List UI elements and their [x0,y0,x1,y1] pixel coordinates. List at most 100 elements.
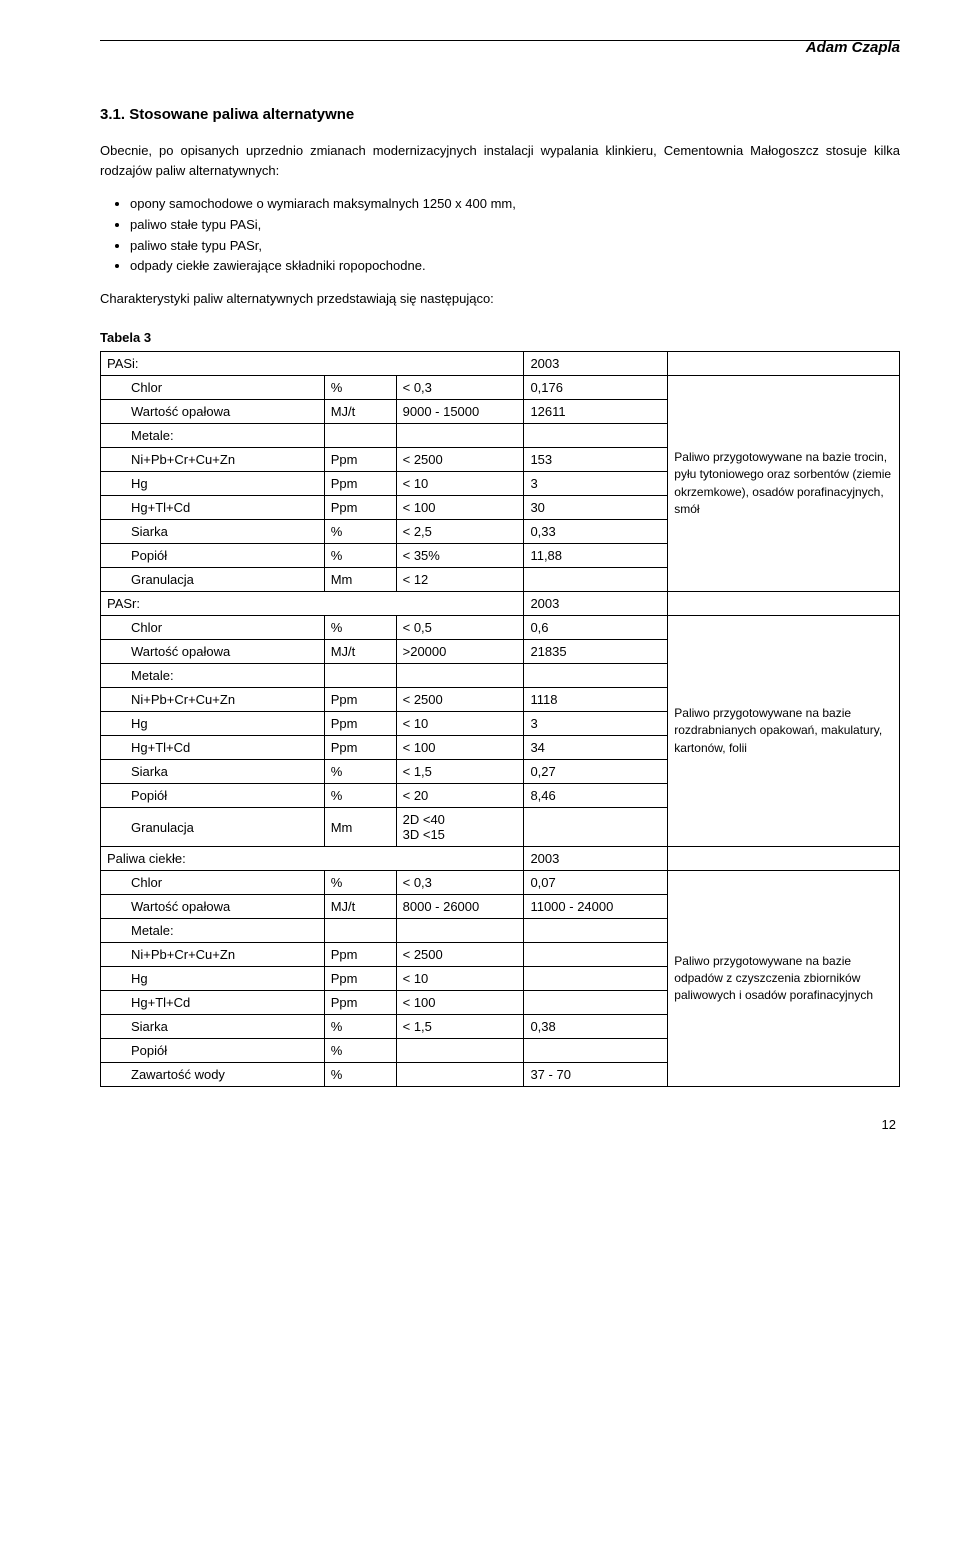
value-cell [524,919,668,943]
section-year-cell: 2003 [524,592,668,616]
unit-cell: Ppm [324,943,396,967]
page-number: 12 [100,1117,900,1132]
unit-cell: Ppm [324,967,396,991]
value-cell: 0,27 [524,760,668,784]
unit-cell: % [324,520,396,544]
unit-cell: % [324,376,396,400]
description-cell: Paliwo przygotowywane na bazie trocin, p… [668,376,900,592]
table-section-header: PASr:2003 [101,592,900,616]
limit-cell [396,424,524,448]
list-item: paliwo stałe typu PASi, [130,215,900,236]
param-name-cell: Wartość opałowa [101,400,325,424]
param-name-cell: Hg+Tl+Cd [101,991,325,1015]
param-name-cell: Chlor [101,871,325,895]
unit-cell [324,919,396,943]
param-name-cell: Metale: [101,424,325,448]
value-cell: 11,88 [524,544,668,568]
limit-cell: < 20 [396,784,524,808]
unit-cell: Ppm [324,688,396,712]
value-cell: 34 [524,736,668,760]
section-heading: 3.1. Stosowane paliwa alternatywne [100,106,900,123]
unit-cell: Ppm [324,736,396,760]
limit-cell: < 100 [396,736,524,760]
section-year-cell: 2003 [524,847,668,871]
limit-cell [396,664,524,688]
table-section-header: PASi:2003 [101,352,900,376]
param-name-cell: Ni+Pb+Cr+Cu+Zn [101,688,325,712]
value-cell: 153 [524,448,668,472]
param-name-cell: Chlor [101,376,325,400]
param-name-cell: Hg [101,967,325,991]
table-section-header: Paliwa ciekłe:2003 [101,847,900,871]
value-cell: 21835 [524,640,668,664]
unit-cell: Mm [324,808,396,847]
limit-cell: < 2500 [396,688,524,712]
limit-cell: < 10 [396,967,524,991]
section-name-cell: PASr: [101,592,524,616]
value-cell [524,943,668,967]
author-name: Adam Czapla [100,39,900,56]
param-name-cell: Hg [101,472,325,496]
limit-cell: 8000 - 26000 [396,895,524,919]
param-name-cell: Popiół [101,544,325,568]
table-row: Chlor%< 0,30,176Paliwo przygotowywane na… [101,376,900,400]
limit-cell: < 35% [396,544,524,568]
unit-cell: Ppm [324,712,396,736]
value-cell: 0,07 [524,871,668,895]
unit-cell: % [324,616,396,640]
limit-cell: 2D <40 3D <15 [396,808,524,847]
section-number: 3.1. [100,106,125,123]
list-item: odpady ciekłe zawierające składniki ropo… [130,256,900,277]
limit-cell [396,1063,524,1087]
param-name-cell: Chlor [101,616,325,640]
unit-cell [324,424,396,448]
value-cell: 1118 [524,688,668,712]
list-item: paliwo stałe typu PASr, [130,236,900,257]
value-cell: 8,46 [524,784,668,808]
limit-cell: < 1,5 [396,760,524,784]
value-cell [524,991,668,1015]
description-cell: Paliwo przygotowywane na bazie odpadów z… [668,871,900,1087]
param-name-cell: Metale: [101,664,325,688]
limit-cell [396,1039,524,1063]
unit-cell: % [324,760,396,784]
limit-cell: < 0,3 [396,376,524,400]
param-name-cell: Zawartość wody [101,1063,325,1087]
param-name-cell: Hg+Tl+Cd [101,736,325,760]
param-name-cell: Wartość opałowa [101,640,325,664]
intro-paragraph: Obecnie, po opisanych uprzednio zmianach… [100,141,900,180]
unit-cell: Ppm [324,991,396,1015]
value-cell: 30 [524,496,668,520]
unit-cell: MJ/t [324,640,396,664]
unit-cell: % [324,871,396,895]
value-cell: 0,33 [524,520,668,544]
value-cell [524,808,668,847]
table-row: Chlor%< 0,30,07Paliwo przygotowywane na … [101,871,900,895]
bullet-list: opony samochodowe o wymiarach maksymalny… [120,194,900,277]
table-label: Tabela 3 [100,330,900,345]
document-page: Adam Czapla 3.1. Stosowane paliwa altern… [0,0,960,1162]
value-cell [524,1039,668,1063]
value-cell [524,424,668,448]
empty-cell [668,592,900,616]
unit-cell: Mm [324,568,396,592]
param-name-cell: Granulacja [101,568,325,592]
value-cell [524,664,668,688]
value-cell: 0,6 [524,616,668,640]
unit-cell: Ppm [324,496,396,520]
param-name-cell: Popiół [101,784,325,808]
param-name-cell: Granulacja [101,808,325,847]
limit-cell: < 2500 [396,943,524,967]
empty-cell [668,847,900,871]
unit-cell: MJ/t [324,400,396,424]
param-name-cell: Hg [101,712,325,736]
fuel-characteristics-table: PASi:2003Chlor%< 0,30,176Paliwo przygoto… [100,351,900,1087]
description-cell: Paliwo przygotowywane na bazie rozdrabni… [668,616,900,847]
limit-cell [396,919,524,943]
param-name-cell: Hg+Tl+Cd [101,496,325,520]
unit-cell: MJ/t [324,895,396,919]
section-name-cell: PASi: [101,352,524,376]
list-item: opony samochodowe o wymiarach maksymalny… [130,194,900,215]
param-name-cell: Ni+Pb+Cr+Cu+Zn [101,448,325,472]
empty-cell [668,352,900,376]
